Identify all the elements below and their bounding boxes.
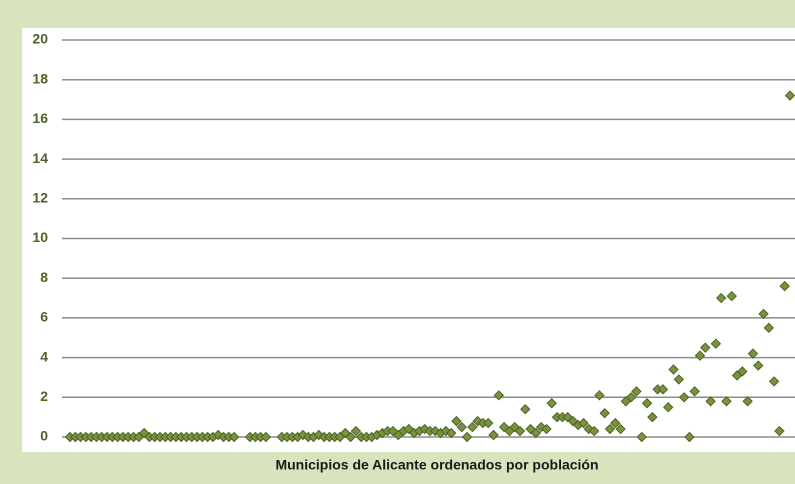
y-tick-label: 8 bbox=[40, 269, 48, 285]
y-tick-label: 4 bbox=[40, 348, 48, 364]
marker bbox=[737, 366, 748, 377]
marker bbox=[684, 431, 695, 443]
marker bbox=[138, 427, 150, 439]
y-tick-label: 2 bbox=[40, 388, 48, 404]
plot-background bbox=[22, 28, 795, 452]
marker bbox=[763, 322, 775, 334]
marker bbox=[641, 398, 653, 409]
marker bbox=[541, 423, 552, 435]
marker bbox=[467, 421, 478, 433]
marker bbox=[419, 423, 430, 435]
marker bbox=[546, 398, 557, 409]
marker bbox=[313, 429, 325, 441]
marker bbox=[350, 425, 362, 437]
marker bbox=[530, 427, 542, 439]
marker bbox=[403, 423, 415, 435]
marker bbox=[689, 386, 700, 397]
marker bbox=[509, 421, 520, 433]
marker bbox=[488, 429, 499, 441]
marker bbox=[514, 425, 526, 437]
marker bbox=[631, 386, 642, 397]
marker bbox=[461, 431, 473, 443]
marker bbox=[700, 342, 711, 353]
marker bbox=[604, 423, 616, 435]
y-tick-label: 0 bbox=[40, 428, 48, 444]
marker bbox=[451, 415, 462, 427]
marker bbox=[610, 417, 621, 429]
marker bbox=[715, 292, 727, 304]
marker bbox=[758, 308, 769, 320]
marker bbox=[710, 338, 722, 349]
marker bbox=[588, 425, 600, 437]
marker bbox=[583, 423, 595, 435]
marker bbox=[578, 417, 589, 429]
marker bbox=[726, 290, 737, 302]
marker bbox=[636, 431, 647, 443]
marker bbox=[594, 390, 605, 401]
marker bbox=[779, 280, 790, 292]
marker bbox=[498, 421, 510, 433]
y-tick-label: 6 bbox=[40, 309, 48, 325]
marker bbox=[747, 348, 759, 359]
marker bbox=[753, 360, 764, 371]
marker bbox=[663, 402, 674, 413]
marker bbox=[625, 392, 637, 403]
marker bbox=[668, 364, 679, 375]
marker bbox=[721, 396, 732, 407]
marker bbox=[647, 411, 658, 423]
marker bbox=[657, 384, 669, 395]
marker bbox=[483, 417, 494, 429]
x-axis-title: Municipios de Alicante ordenados por pob… bbox=[275, 457, 598, 473]
marker bbox=[599, 407, 610, 419]
marker bbox=[228, 431, 240, 443]
marker bbox=[742, 396, 753, 407]
marker bbox=[678, 392, 690, 403]
y-tick-label: 20 bbox=[32, 31, 48, 47]
y-tick-label: 12 bbox=[32, 190, 48, 206]
y-tick-label: 18 bbox=[32, 70, 48, 86]
marker bbox=[784, 90, 795, 101]
y-tick-label: 10 bbox=[32, 229, 48, 245]
marker bbox=[345, 431, 356, 443]
marker bbox=[774, 425, 785, 437]
marker bbox=[615, 423, 626, 435]
marker bbox=[768, 376, 780, 387]
marker bbox=[260, 431, 272, 443]
marker bbox=[694, 350, 706, 361]
marker bbox=[493, 390, 505, 401]
marker bbox=[673, 374, 685, 385]
marker bbox=[520, 404, 531, 415]
marker bbox=[456, 421, 467, 433]
y-tick-label: 14 bbox=[32, 150, 48, 166]
marker bbox=[445, 427, 457, 439]
marker bbox=[705, 396, 716, 407]
y-tick-label: 16 bbox=[32, 110, 48, 126]
